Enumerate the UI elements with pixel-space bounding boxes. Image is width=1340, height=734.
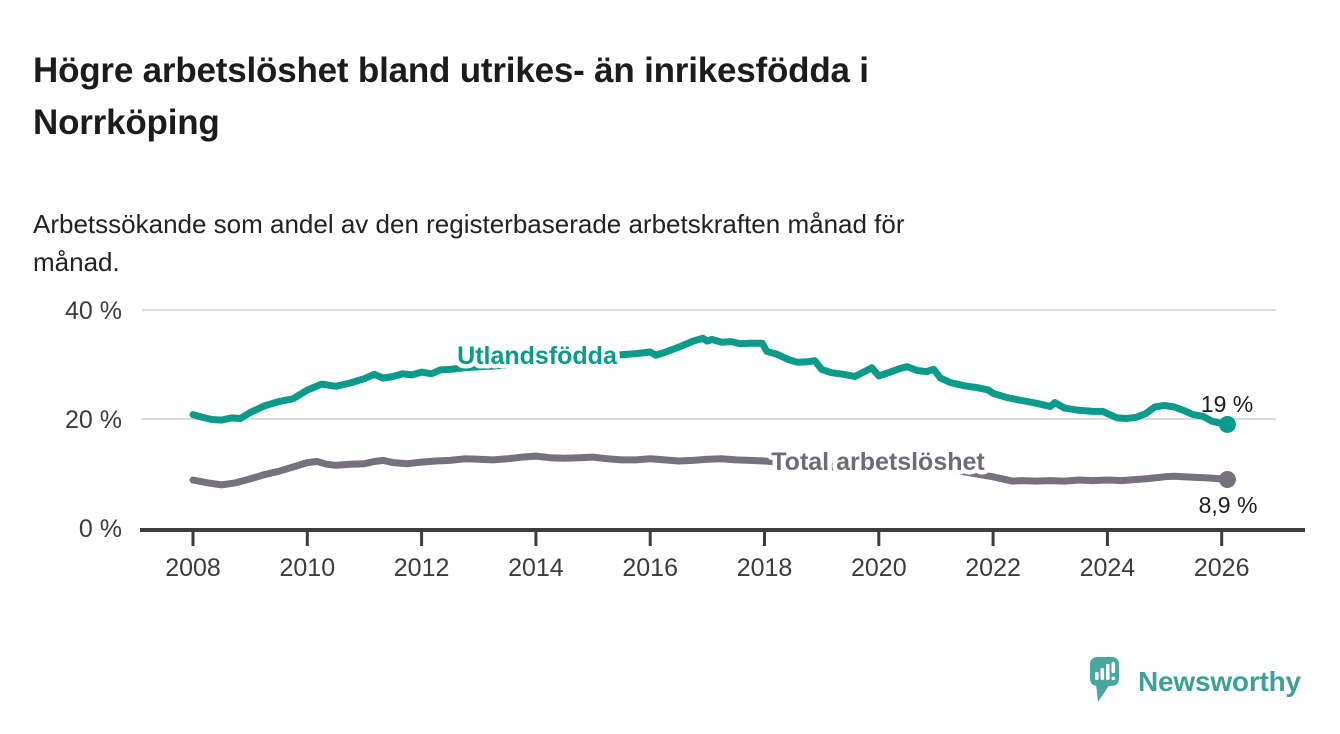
x-tick-label-2008: 2008 — [165, 554, 221, 582]
y-axis-tick-labels: 0 % 20 % 40 % — [65, 297, 122, 543]
x-tick-label-2020: 2020 — [851, 554, 907, 582]
series-line-total-arbetsl-shet — [189, 452, 1231, 489]
series-line-utlandsf-dda — [189, 334, 1231, 428]
gridlines — [142, 309, 1276, 420]
x-tick-label-2014: 2014 — [508, 554, 564, 582]
newsworthy-logo-icon — [1090, 657, 1119, 702]
series-lines — [189, 334, 1236, 489]
x-tick-label-2010: 2010 — [279, 554, 335, 582]
x-axis — [140, 528, 1305, 546]
end-value-label-utlandsfodda: 19 % — [1201, 391, 1253, 417]
subtitle-line-2: månad. — [33, 247, 120, 277]
series-label-total-arbetsloshet: Total arbetslöshet — [771, 448, 985, 476]
x-tick-label-2022: 2022 — [965, 554, 1021, 582]
chart-subtitle: Arbetssökande som andel av den registerb… — [33, 205, 1253, 281]
y-tick-label-20: 20 % — [65, 406, 122, 434]
subtitle-line-1: Arbetssökande som andel av den registerb… — [33, 209, 905, 239]
y-tick-label-0: 0 % — [79, 515, 122, 543]
end-dot-total-arbetsl-shet — [1218, 470, 1236, 488]
end-value-label-total-arbetsloshet: 8,9 % — [1199, 492, 1258, 518]
annotations: Utlandsfödda Total arbetslöshet 19 % 8,9… — [453, 338, 1258, 519]
x-tick-label-2018: 2018 — [737, 554, 793, 582]
title-line-1: Högre arbetslöshet bland utrikes- än inr… — [33, 51, 869, 91]
series-label-utlandsfodda: Utlandsfödda — [457, 342, 618, 370]
x-tick-label-2016: 2016 — [622, 554, 678, 582]
x-axis-tick-labels: 2008 2010 2012 2014 2016 2018 2020 2022 2024 2026 — [165, 554, 1249, 582]
end-dot-utlandsf-dda — [1218, 415, 1236, 433]
page-title: Högre arbetslöshet bland utrikes- än inr… — [33, 45, 1213, 149]
x-tick-label-2026: 2026 — [1194, 554, 1250, 582]
title-line-2: Norrköping — [33, 103, 220, 143]
x-tick-label-2012: 2012 — [394, 554, 450, 582]
y-tick-label-40: 40 % — [65, 297, 122, 325]
brand-name: Newsworthy — [1138, 666, 1301, 697]
x-tick-label-2024: 2024 — [1080, 554, 1136, 582]
